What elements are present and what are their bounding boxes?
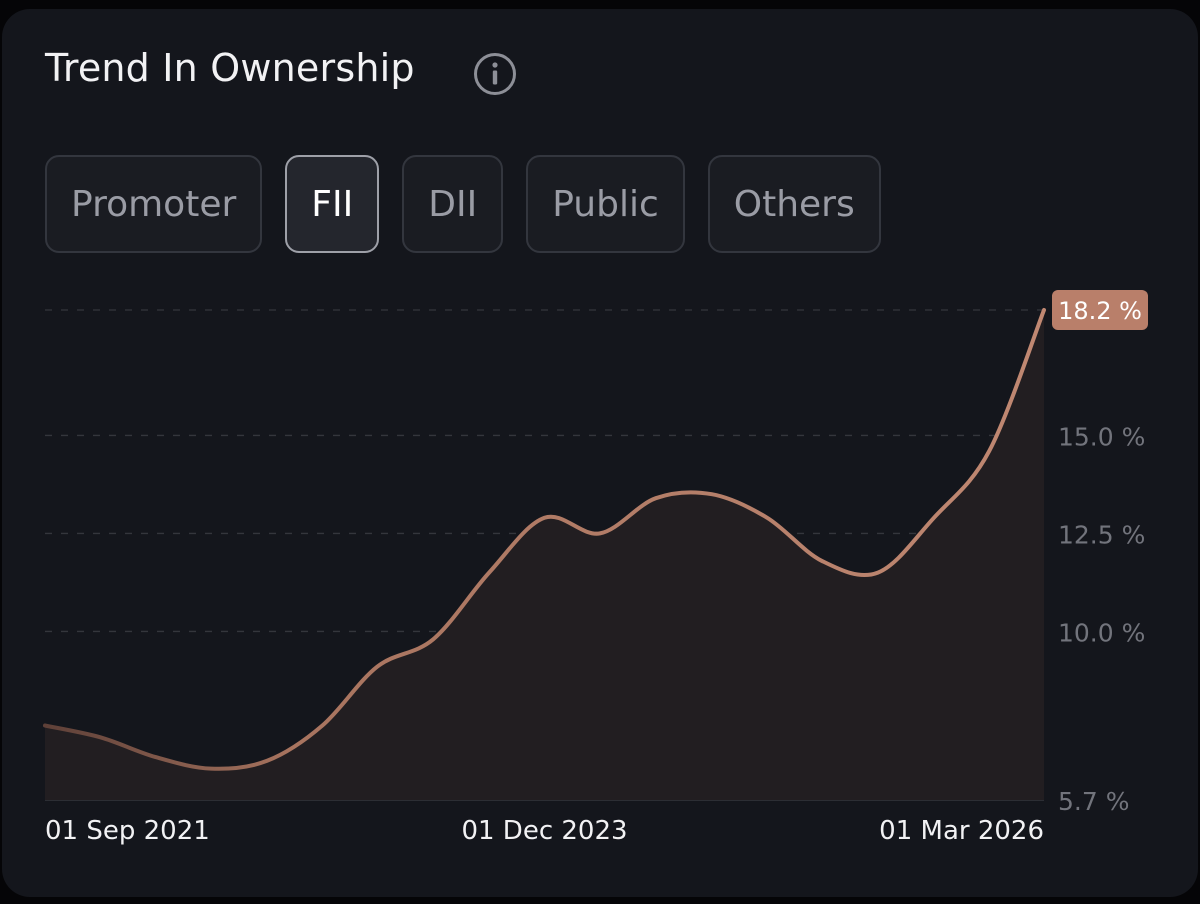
x-tick-label: 01 Mar 2026	[879, 816, 1044, 846]
y-tick-label: 12.5 %	[1058, 520, 1145, 549]
info-icon[interactable]	[473, 52, 517, 96]
last-value-badge	[1052, 290, 1148, 330]
x-tick-label: 01 Sep 2021	[45, 816, 210, 846]
y-tick-label: 5.7 %	[1058, 787, 1129, 816]
x-axis-ticks: 01 Sep 2021 01 Dec 2023 01 Mar 2026	[45, 816, 1044, 846]
y-tick-label: 15.0 %	[1058, 422, 1145, 451]
last-value-badge-group: 18.2 %	[1052, 290, 1148, 330]
card-title: Trend In Ownership	[45, 46, 415, 90]
tab-dii[interactable]: DII	[402, 155, 504, 253]
y-axis-ticks: 15.0 % 12.5 % 10.0 % 5.7 %	[1058, 422, 1145, 816]
tab-promoter[interactable]: Promoter	[45, 155, 263, 253]
area-fill	[45, 310, 1044, 800]
y-tick-label: 10.0 %	[1058, 618, 1145, 647]
tab-fii[interactable]: FII	[285, 155, 380, 253]
category-tabs: Promoter FII DII Public Others	[45, 155, 881, 253]
tab-public[interactable]: Public	[526, 155, 685, 253]
tab-others[interactable]: Others	[707, 155, 881, 253]
fii-trend-line	[43, 308, 1046, 771]
last-value-label: 18.2 %	[1058, 297, 1142, 325]
x-tick-label: 01 Dec 2023	[461, 816, 627, 846]
